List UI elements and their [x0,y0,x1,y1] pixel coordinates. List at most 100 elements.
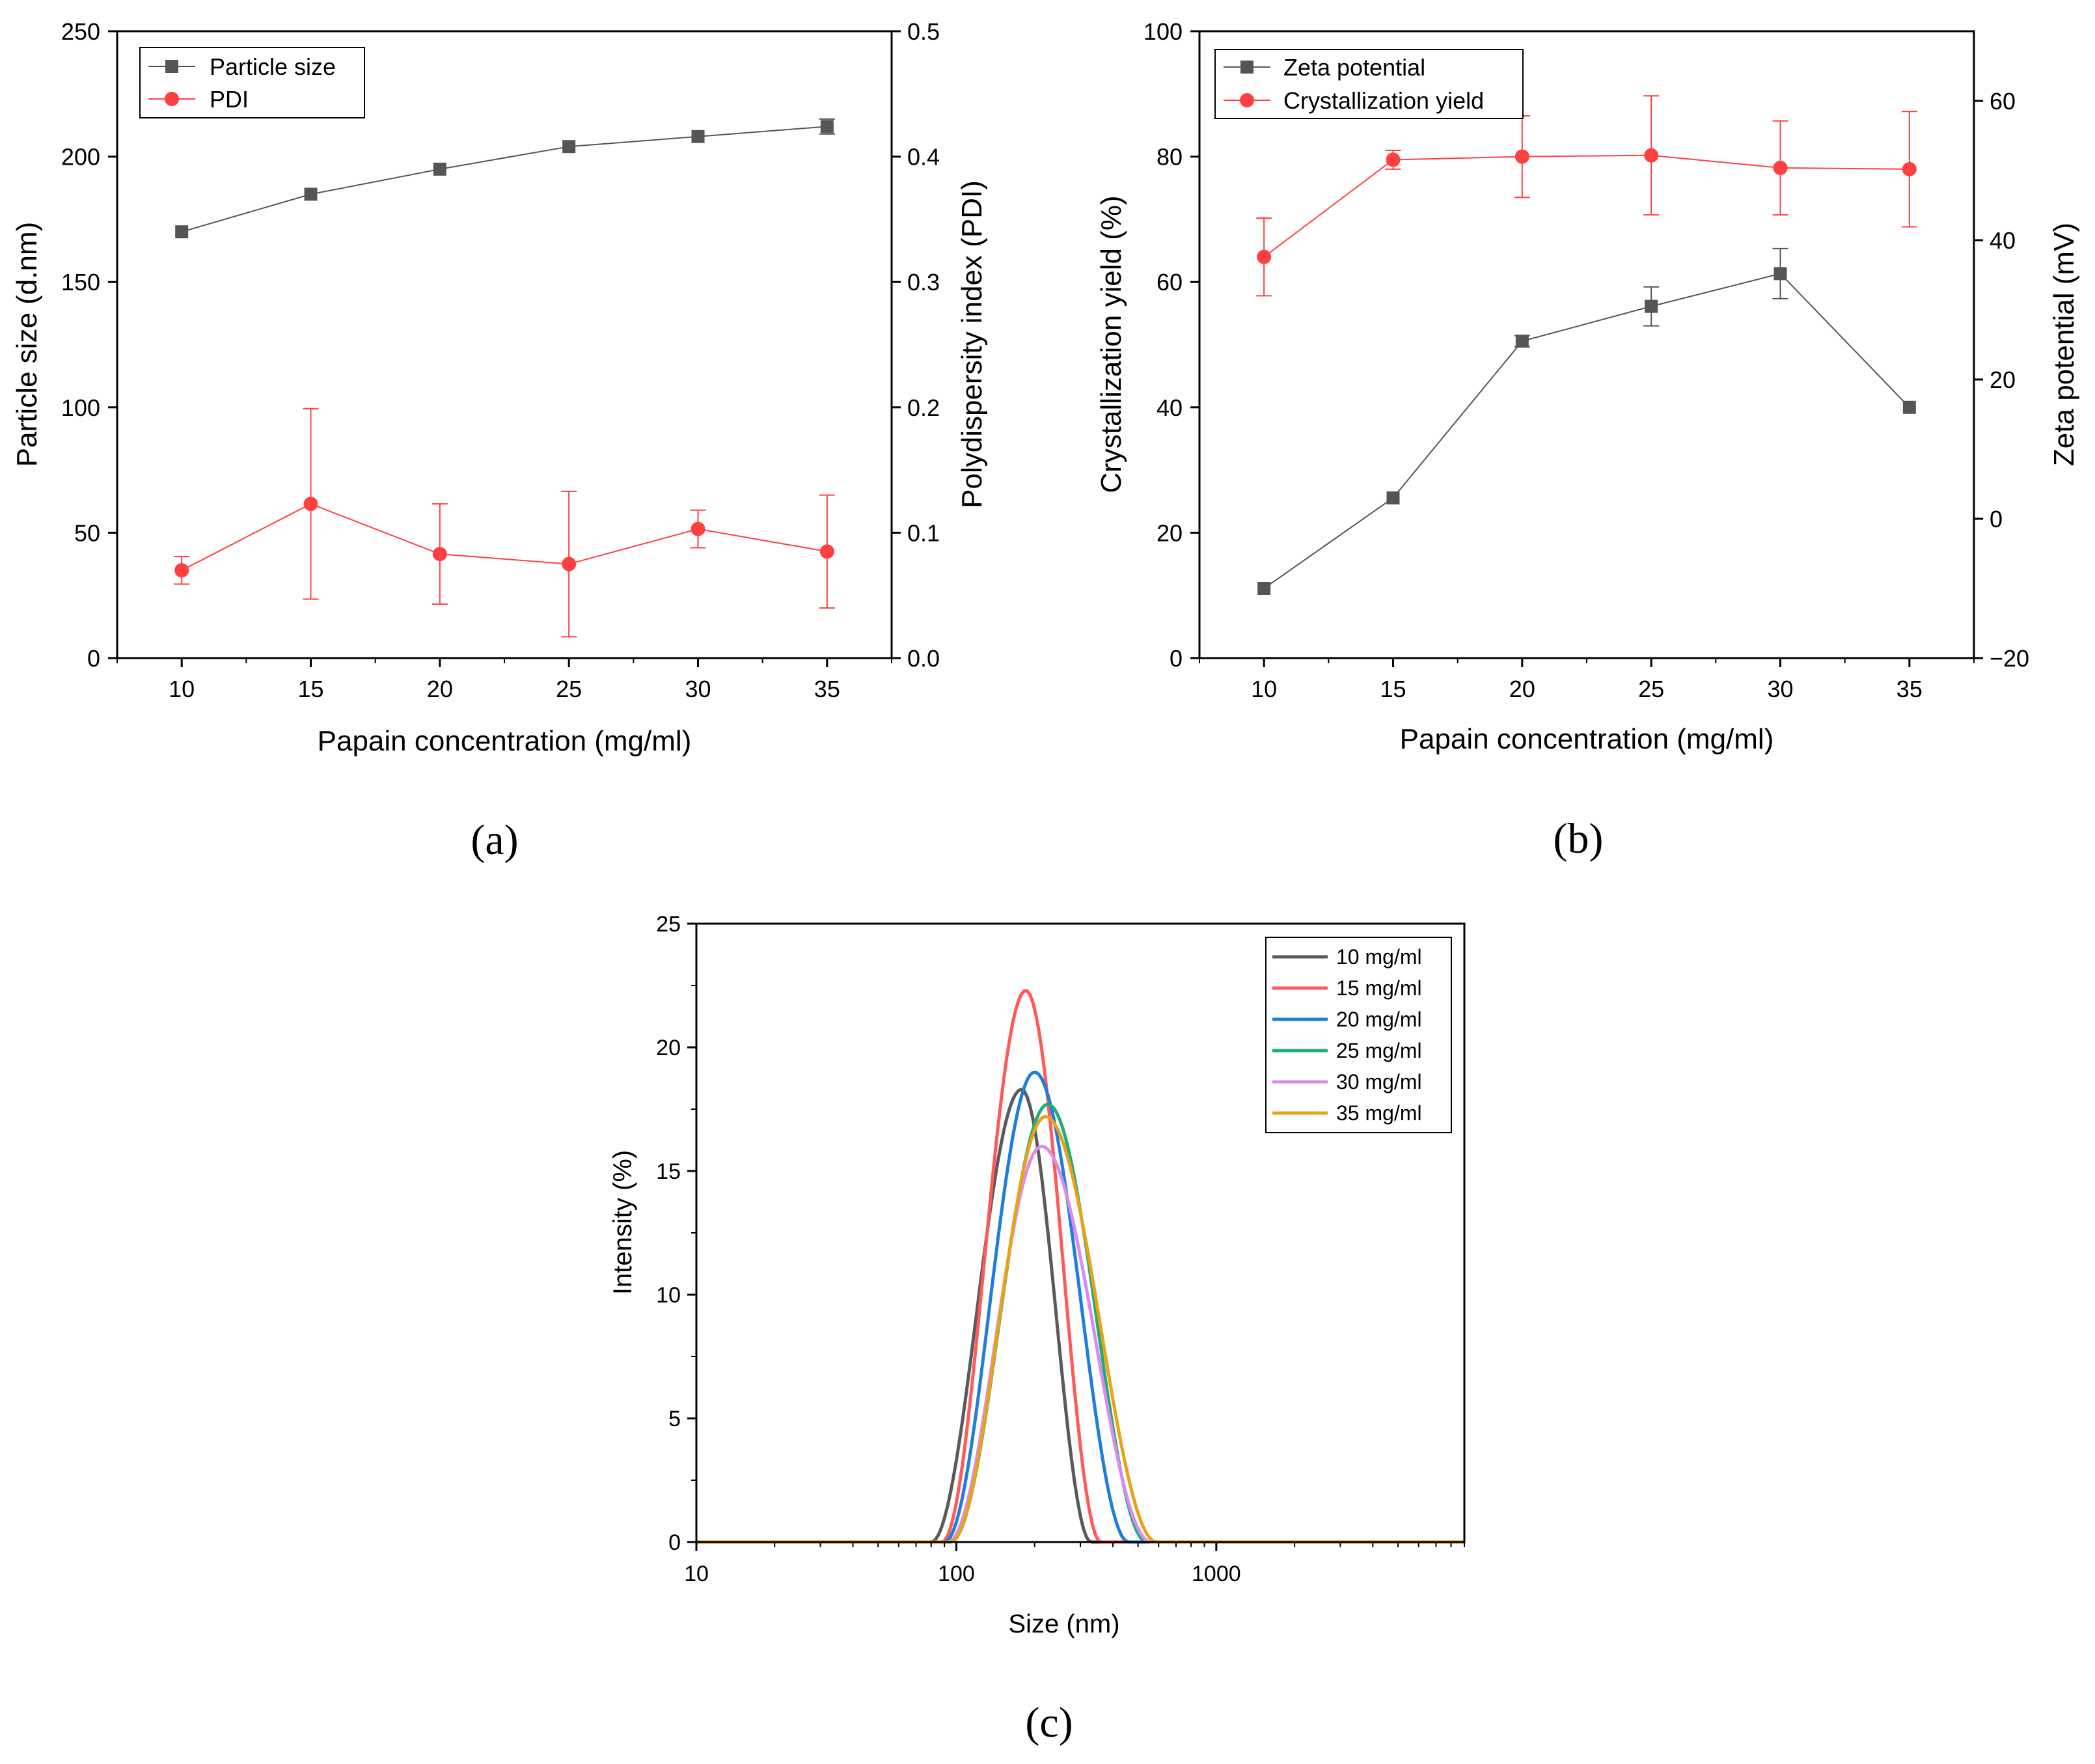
panel-c-y-tick-label: 0 [668,1530,681,1555]
panel-b-point-crystallization-yield [1514,149,1529,164]
panel-b-ticks: 10 15 20 25 30 35 0 20 40 60 80 100 −20 0 20 40 60 [1143,18,2029,702]
panel-c-x-axis-title: Size (nm) [1008,1610,1119,1638]
panel-a-legend-marker-particle-size [165,60,178,73]
panel-b-point-zeta-potential [1645,299,1658,313]
panel-a-y-axis-title: Particle size (d.nm) [11,222,43,467]
panel-a-label: (a) [471,816,518,864]
panel-b-point-zeta-potential [1773,267,1787,281]
panel-a-y-tick-label: 50 [74,519,100,546]
panel-a-ticks: 10 15 20 25 30 35 0 50 100 150 200 250 0.0 0.1 0.2 0.3 0… [61,18,940,702]
panel-a-y2-tick-label: 0.2 [907,394,940,421]
panel-a-legend-label-pdi: PDI [210,86,249,113]
panel-c-legend-label-35: 35 mg/ml [1336,1101,1422,1125]
panel-b-point-crystallization-yield [1644,148,1659,163]
panel-a-series-layer [174,118,835,638]
panel-c: 10 100 1000 0 5 10 15 20 25 Size (nm) Intensity … [609,912,1466,1746]
panel-a-point-pdi [819,544,834,559]
panel-c-y-tick-label: 20 [656,1036,681,1060]
panel-b-series-line-crystallization-yield [1263,154,1910,258]
panel-c-legend-label-20: 20 mg/ml [1336,1008,1422,1031]
panel-a-x-tick-label: 30 [685,676,711,702]
panel-c-series-line-10-mg-ml [696,1088,1464,1544]
panel-b-x-tick-label: 10 [1251,676,1277,702]
panel-a-y-tick-label: 100 [61,394,100,421]
panel-b-x-tick-label: 20 [1509,676,1535,702]
panel-c-y-tick-label: 5 [668,1407,681,1431]
panel-b-y2-tick-label: −20 [1990,645,2029,672]
panel-b-label: (b) [1554,815,1604,862]
panel-c-legend-label-10: 10 mg/ml [1336,945,1422,969]
panel-b-legend-label-crystallization-yield: Crystallization yield [1283,87,1484,114]
panel-c-label: (c) [1025,1699,1073,1746]
panel-a-x-tick-label: 25 [556,676,582,702]
panel-a-y-tick-label: 0 [87,645,100,672]
panel-a-x-tick-label: 20 [427,676,453,702]
panel-a-point-particle-size [175,225,189,239]
panel-a-point-particle-size [691,130,705,143]
panel-b-y-tick-label: 80 [1157,144,1183,171]
panel-b-y2-axis-title: Zeta potential (mV) [2048,223,2080,466]
panel-a-y2-tick-label: 0.3 [907,269,940,296]
panel-b-y2-tick-label: 40 [1990,227,2016,254]
panel-a-point-particle-size [433,162,446,176]
panel-b-legend-marker-crystallization-yield [1240,93,1254,107]
panel-b-point-zeta-potential [1515,335,1529,348]
panel-a-x-axis-title: Papain concentration (mg/ml) [318,725,692,757]
panel-b-x-tick-label: 30 [1767,676,1793,702]
panel-b-legend-box [1214,49,1524,119]
panel-b-point-crystallization-yield [1386,152,1401,167]
panel-a-y2-tick-label: 0.5 [907,18,940,45]
panel-c-y-tick-label: 15 [656,1159,681,1184]
panel-b-plot-frame [1198,30,1975,659]
panel-a-point-pdi [174,563,189,578]
panel-b-point-zeta-potential [1386,491,1400,504]
panel-a-legend: Particle size PDI [139,47,365,118]
panel-c-legend-label-15: 15 mg/ml [1336,976,1422,1000]
panel-b-legend-marker-zeta-potential [1240,61,1253,74]
panel-a-series-line-pdi [181,503,828,572]
panel-b-y2-tick-label: 0 [1990,506,2003,532]
panel-b-x-tick-label: 15 [1380,676,1406,702]
panel-c-y-axis-title: Intensity (%) [609,1150,637,1295]
panel-c-series-line-25-mg-ml [696,1102,1464,1544]
panel-b-x-tick-label: 35 [1896,676,1923,702]
panel-a-y-tick-label: 150 [61,269,100,296]
panel-b-y-tick-label: 20 [1157,519,1183,546]
panel-b-y-tick-label: 100 [1143,18,1183,45]
panel-b-series-layer [1256,95,1917,595]
panel-b-legend: Zeta potential Crystallization yield [1214,49,1524,119]
panel-c-series-line-35-mg-ml [696,1114,1464,1544]
panel-a-point-pdi [562,557,577,572]
panel-b-point-crystallization-yield [1257,249,1272,264]
panel-b-y-tick-label: 0 [1170,645,1183,672]
panel-c-series-line-20-mg-ml [696,1070,1464,1544]
panel-a: 10 15 20 25 30 35 0 50 100 150 200 250 0.0 0.1 0.2 0.3 0… [11,18,988,864]
panel-a-point-pdi [432,547,447,562]
panel-a-point-pdi [303,497,318,512]
panel-a-y-tick-label: 200 [61,144,100,171]
panel-a-y2-tick-label: 0.4 [907,144,940,171]
panel-c-legend-label-25: 25 mg/ml [1336,1039,1422,1062]
panel-b-y-tick-label: 40 [1157,394,1183,421]
panel-b-x-axis-title: Papain concentration (mg/ml) [1400,723,1774,755]
panel-a-x-tick-label: 35 [814,676,840,702]
panel-c-legend: 10 mg/ml 15 mg/ml 20 mg/ml 25 mg/ml 30 m… [1265,937,1452,1133]
panel-b-y2-tick-label: 60 [1990,88,2016,115]
panel-b: 10 15 20 25 30 35 0 20 40 60 80 100 −20 0 20 40 60 Papai… [1095,18,2080,862]
panel-a-y2-tick-label: 0.0 [907,645,940,672]
panel-b-y2-tick-label: 20 [1990,366,2016,393]
panel-a-x-tick-label: 10 [169,676,195,702]
panel-c-legend-label-30: 30 mg/ml [1336,1070,1422,1094]
panel-b-legend-label-zeta-potential: Zeta potential [1283,54,1425,81]
panel-a-legend-marker-pdi [165,92,179,106]
panel-a-y2-axis-title: Polydispersity index (PDI) [956,180,988,508]
panel-a-point-pdi [691,521,705,536]
panel-b-point-crystallization-yield [1773,160,1788,175]
panel-a-x-tick-label: 15 [297,676,323,702]
panel-a-point-particle-size [820,120,834,133]
panel-b-point-crystallization-yield [1902,161,1917,176]
panel-a-y2-tick-label: 0.1 [907,519,940,546]
panel-c-x-tick-label: 1000 [1192,1562,1241,1586]
panel-b-series-line-zeta-potential [1263,273,1910,589]
